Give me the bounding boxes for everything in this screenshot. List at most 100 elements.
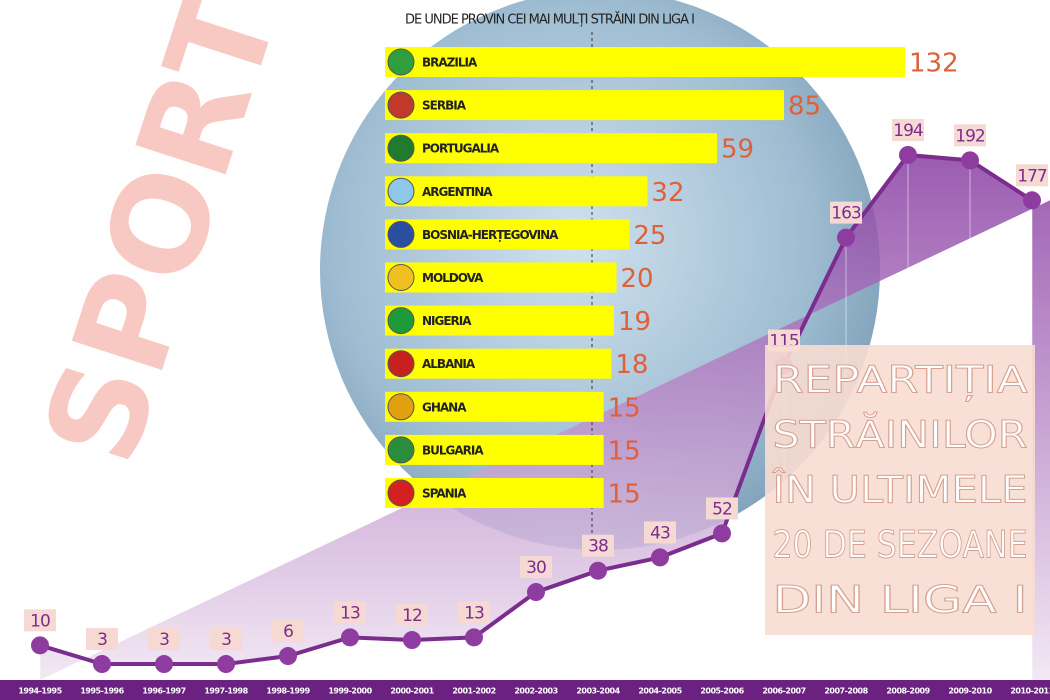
point: [341, 628, 359, 647]
value-label: 13: [464, 603, 484, 623]
value-label: 43: [650, 523, 670, 543]
value-label-bg: [86, 628, 118, 651]
value-label: 15: [608, 480, 641, 510]
value-label: 10: [30, 611, 50, 631]
point: [1023, 191, 1041, 210]
point: [93, 655, 111, 674]
x-tick-label: 2008-2009: [886, 687, 930, 696]
category-label: ARGENTINA: [422, 185, 493, 199]
flag: [387, 220, 415, 248]
value-label: 85: [788, 92, 821, 122]
value-label-bg: [210, 628, 242, 651]
value-label: 15: [608, 436, 641, 466]
value-label: 12: [402, 606, 422, 626]
flag: [387, 307, 415, 335]
value-label-bg: [1016, 164, 1048, 187]
point: [899, 146, 917, 164]
value-label: 52: [712, 499, 732, 519]
x-tick-label: 1995-1996: [80, 687, 124, 696]
value-label: 163: [831, 204, 861, 224]
bar: [385, 434, 604, 465]
x-tick-label: 1994-1995: [18, 687, 62, 696]
value-label: 30: [526, 558, 546, 578]
value-label-bg: [830, 201, 862, 224]
flag: [387, 264, 415, 291]
title-line: ÎN ULTIMELE: [771, 468, 1027, 512]
x-tick-label: 2003-2004: [576, 687, 620, 696]
category-label: BOSNIA-HERȚEGOVINA: [422, 228, 559, 242]
bar-chart-title: DE UNDE PROVIN CEI MAI MULȚI STRĂINI DIN…: [405, 12, 694, 28]
value-label-bg: [396, 604, 428, 627]
value-label-bg: [520, 556, 552, 579]
value-label-bg: [272, 620, 304, 643]
bar: [385, 348, 612, 379]
value-label: 59: [721, 135, 754, 165]
value-label: 19: [618, 307, 651, 337]
bar: [385, 47, 905, 77]
flag: [387, 48, 415, 76]
flag: [387, 91, 415, 119]
point: [217, 655, 235, 674]
x-tick-label: 2004-2005: [638, 687, 682, 696]
category-label: BULGARIA: [422, 443, 484, 457]
point: [961, 151, 979, 170]
category-label: SERBIA: [422, 99, 467, 113]
x-tick-label: 2001-2002: [452, 687, 495, 696]
title-box: [765, 345, 1035, 635]
category-label: MOLDOVA: [422, 271, 484, 285]
value-label: 20: [621, 264, 654, 294]
title-line: REPARTIȚIA: [773, 359, 1028, 402]
title-line: 20 DE SEZOANE: [773, 524, 1028, 567]
x-tick-label: 2005-2006: [700, 687, 744, 696]
value-label: 25: [633, 221, 666, 251]
value-label: 3: [97, 630, 107, 650]
x-axis-band: [0, 680, 1050, 700]
category-label: GHANA: [422, 400, 467, 414]
value-label: 3: [159, 630, 169, 650]
value-label-bg: [706, 497, 738, 520]
x-tick-label: 1996-1997: [142, 687, 185, 696]
x-tick-label: 2002-2003: [514, 687, 557, 696]
category-label: ALBANIA: [422, 357, 476, 371]
value-label: 177: [1017, 166, 1047, 186]
x-tick-label: 2009-2010: [948, 687, 992, 696]
flag: [387, 177, 415, 205]
value-label-bg: [582, 534, 614, 557]
bar: [385, 133, 717, 164]
point: [527, 583, 545, 602]
point: [155, 655, 173, 674]
value-label: 13: [340, 603, 360, 623]
point: [403, 631, 421, 650]
x-tick-label: 1997-1998: [204, 687, 248, 696]
value-label: 192: [955, 126, 985, 146]
value-label: 18: [615, 350, 648, 380]
point: [713, 524, 731, 543]
value-label-bg: [148, 628, 180, 651]
bar: [385, 90, 784, 121]
flag: [387, 134, 415, 162]
value-label-bg: [24, 609, 56, 632]
value-label: 32: [651, 178, 684, 208]
point: [837, 228, 855, 247]
point: [651, 548, 669, 567]
bar: [385, 391, 604, 422]
bar: [385, 305, 614, 336]
value-label: 194: [893, 121, 923, 141]
value-label: 3: [221, 630, 231, 650]
flag: [387, 350, 415, 378]
bar: [385, 262, 617, 293]
value-label: 38: [588, 537, 608, 557]
bar: [385, 219, 630, 250]
value-label: 15: [608, 393, 641, 423]
value-label: 6: [283, 622, 293, 642]
value-label: 132: [909, 49, 959, 79]
point: [279, 647, 297, 666]
value-label-bg: [892, 119, 924, 141]
bar: [385, 478, 604, 508]
x-tick-label: 2007-2008: [824, 687, 868, 696]
title-line: STRĂINILOR: [773, 412, 1028, 457]
value-label-bg: [644, 521, 676, 544]
x-tick-label: 1999-2000: [328, 687, 372, 696]
value-label-bg: [954, 124, 986, 147]
